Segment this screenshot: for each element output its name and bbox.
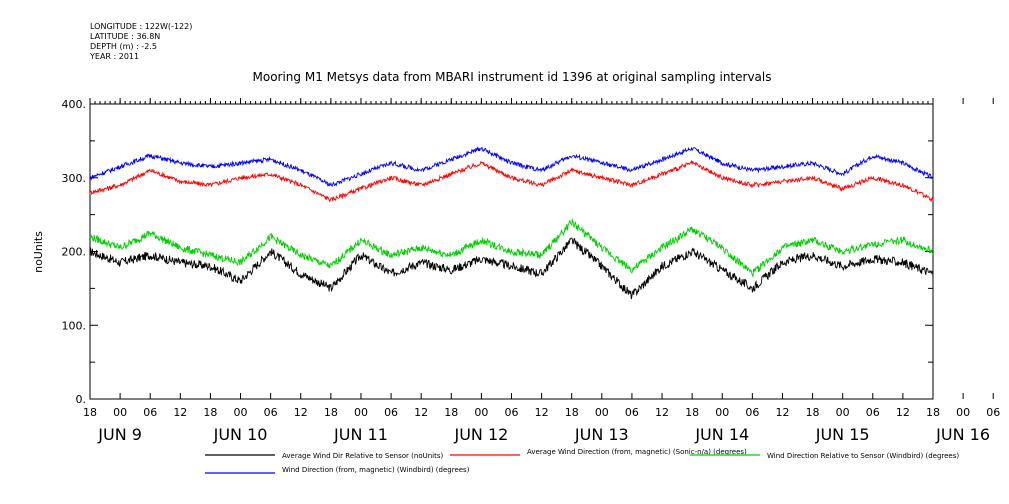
y-tick-label: 400.	[62, 98, 87, 111]
x-tick-label: 18	[324, 406, 338, 419]
x-tick-label: 18	[926, 406, 940, 419]
x-tick-label: 18	[565, 406, 579, 419]
y-tick-label: 0.	[76, 393, 87, 406]
x-tick-label: 12	[655, 406, 669, 419]
x-tick-label: 00	[836, 406, 850, 419]
chart-title: Mooring M1 Metsys data from MBARI instru…	[253, 70, 772, 84]
series-line	[89, 218, 934, 278]
depth-label: DEPTH (m) : -2.5	[90, 42, 157, 51]
series-line	[89, 146, 934, 188]
legend-label: Average Wind Direction (from, magnetic) …	[527, 448, 747, 456]
x-tick-label: 12	[775, 406, 789, 419]
x-tick-label: 00	[113, 406, 127, 419]
x-tick-label: 18	[444, 406, 458, 419]
x-tick-label: 00	[234, 406, 248, 419]
series-line	[89, 237, 934, 300]
series-line	[89, 159, 934, 203]
x-tick-label: 12	[294, 406, 308, 419]
x-tick-label: 18	[83, 406, 97, 419]
x-day-label: JUN 15	[815, 425, 870, 444]
legend-label: Wind Direction (from, magnetic) (Windbir…	[282, 466, 470, 474]
legend-label: Wind Direction Relative to Sensor (Windb…	[767, 452, 959, 460]
x-tick-label: 12	[896, 406, 910, 419]
x-day-label: JUN 13	[574, 425, 629, 444]
y-tick-label: 200.	[62, 246, 87, 259]
x-tick-label: 12	[414, 406, 428, 419]
x-day-label: JUN 10	[213, 425, 268, 444]
x-tick-label: 06	[264, 406, 278, 419]
x-day-label: JUN 11	[333, 425, 388, 444]
x-tick-label: 18	[806, 406, 820, 419]
longitude-label: LONGITUDE : 122W(-122)	[90, 22, 193, 31]
x-tick-label: 00	[354, 406, 368, 419]
x-axis: 18 00 06 12 18 00 06 12 18 00 06 12 18 00 06 12 18 00 06 12…	[83, 98, 1000, 444]
x-tick-label: 06	[986, 406, 1000, 419]
x-tick-label: 06	[505, 406, 519, 419]
metadata-block: LONGITUDE : 122W(-122) LATITUDE : 36.8N …	[90, 22, 192, 62]
x-tick-label: 06	[143, 406, 157, 419]
x-day-label: JUN 16	[935, 425, 990, 444]
legend-label: Average Wind Dir Relative to Sensor (noU…	[282, 452, 443, 460]
x-tick-label: 06	[625, 406, 639, 419]
x-day-label: JUN 12	[453, 425, 508, 444]
x-tick-label: 06	[745, 406, 759, 419]
latitude-label: LATITUDE : 36.8N	[90, 32, 161, 41]
y-tick-label: 300.	[62, 172, 87, 185]
y-axis-label: noUnits	[32, 231, 45, 273]
x-day-label: JUN 9	[97, 425, 142, 444]
legend: Average Wind Dir Relative to Sensor (noU…	[205, 448, 959, 474]
y-axis: 0. 100. 200. 300. 400.	[62, 98, 933, 406]
x-tick-label: 06	[384, 406, 398, 419]
x-tick-label: 00	[595, 406, 609, 419]
x-tick-label: 06	[866, 406, 880, 419]
y-tick-label: 100.	[62, 319, 87, 332]
x-tick-label: 00	[715, 406, 729, 419]
x-tick-label: 00	[956, 406, 970, 419]
x-tick-label: 18	[203, 406, 217, 419]
x-day-label: JUN 14	[694, 425, 749, 444]
series-layer	[89, 146, 934, 300]
x-tick-label: 18	[685, 406, 699, 419]
x-tick-label: 12	[173, 406, 187, 419]
year-label: YEAR : 2011	[90, 52, 140, 61]
x-tick-label: 00	[474, 406, 488, 419]
x-tick-label: 12	[535, 406, 549, 419]
